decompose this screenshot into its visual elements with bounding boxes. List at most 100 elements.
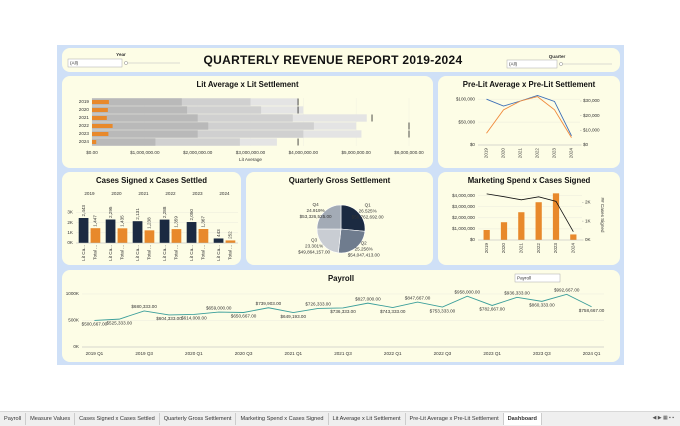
sheet-tab[interactable]: Quarterly Gross Settlement <box>160 413 237 425</box>
x-group-label: 2019 <box>84 191 95 196</box>
slice-label: Q4 <box>313 202 320 207</box>
bar <box>92 140 97 144</box>
panel-title: Payroll <box>328 274 354 283</box>
pie-slice <box>337 228 366 254</box>
y-tick-label: 0K <box>73 344 80 349</box>
bar <box>213 238 224 243</box>
x-tick-label: 2024 Q1 <box>583 351 601 356</box>
x-tick-label: Total ... <box>147 245 152 260</box>
bar <box>483 230 490 240</box>
data-label: $753,333.00 <box>430 308 456 313</box>
y-tick-label: 500K <box>68 318 80 323</box>
bar <box>535 202 542 240</box>
bar <box>90 228 101 243</box>
bar <box>78 218 89 243</box>
range-band <box>92 138 156 146</box>
bar <box>92 108 108 112</box>
data-label: 252 <box>228 231 233 239</box>
y-tick-label: $1,000,000 <box>452 226 475 231</box>
x-tick-label: 2023 Q1 <box>483 351 501 356</box>
x-tick-label: 2019 <box>484 243 489 254</box>
data-label: $827,000.00 <box>355 296 381 301</box>
filter-value: (All) <box>70 61 79 66</box>
filter-label: Quarter <box>549 54 566 59</box>
slider-handle[interactable] <box>124 61 128 65</box>
x-tick-label: Lit Ca... <box>216 245 221 261</box>
sheet-tab[interactable]: Payroll <box>0 413 27 425</box>
x-tick-label: 2019 <box>484 148 489 159</box>
data-label: 2,295 <box>108 206 113 218</box>
x-tick-label: 2021 <box>518 148 523 159</box>
slice-percent: 25.256% <box>355 246 373 251</box>
bar <box>186 222 197 243</box>
dropdown[interactable] <box>514 273 561 283</box>
bar <box>92 132 109 136</box>
line-series <box>94 293 592 321</box>
sheet-tab[interactable]: Lit Average x Lit Settlement <box>329 413 406 425</box>
x-tick-label: 2020 <box>501 148 506 159</box>
slice-label: Q3 <box>311 237 318 242</box>
sheet-tab[interactable]: Measure Values <box>26 413 76 425</box>
bar <box>225 240 236 243</box>
y2-tick-label: $10,000 <box>583 128 600 133</box>
x-tick-label: 2022 Q3 <box>434 351 452 356</box>
x-group-label: 2022 <box>165 191 176 196</box>
y-tick-label: $3,000,000 <box>452 204 475 209</box>
y-tick-label: 2019 <box>79 99 90 104</box>
data-label: $992,667.00 <box>554 288 580 293</box>
x-tick-label: Total ... <box>120 245 125 260</box>
x-axis-label: Lit Average <box>239 157 262 162</box>
bar <box>171 229 182 243</box>
x-tick-label: $5,000,000.00 <box>341 150 371 155</box>
sheet-tab[interactable]: Pre-Lit Average x Pre-Lit Settlement <box>406 413 504 425</box>
slice-percent: 24.919% <box>307 208 325 213</box>
dropdown-value: Payroll <box>517 276 531 281</box>
line-series <box>486 193 574 232</box>
x-tick-label: 2020 Q3 <box>235 351 253 356</box>
filter-box[interactable] <box>506 59 558 69</box>
x-group-label: 2021 <box>138 191 149 196</box>
x-tick-label: $2,000,000.00 <box>183 150 213 155</box>
data-label: $936,333.00 <box>504 291 530 296</box>
bar <box>105 219 116 243</box>
y-tick-label: 1000K <box>66 291 80 296</box>
data-label: 443 <box>216 229 221 237</box>
y-tick-label: $0 <box>470 237 476 242</box>
filter-label: Year <box>116 52 126 57</box>
range-band <box>92 114 198 122</box>
x-tick-label: $3,000,000.00 <box>236 150 266 155</box>
y-tick-label: 1K <box>67 230 74 235</box>
x-tick-label: 2019 Q3 <box>135 351 153 356</box>
y2-tick-label: $20,000 <box>583 113 600 118</box>
x-tick-label: 2023 <box>552 148 557 159</box>
bar <box>92 100 109 104</box>
data-label: $525,333.00 <box>107 320 133 325</box>
x-tick-label: 2022 <box>536 243 541 254</box>
y-tick-label: $0 <box>470 142 476 147</box>
data-label: $743,333.00 <box>380 309 406 314</box>
sheet-tab[interactable]: Marketing Spend x Cases Signed <box>236 413 329 425</box>
x-tick-label: $6,000,000.00 <box>394 150 424 155</box>
tab-navigation[interactable]: ◀ ▶ ▦ ▪ ▪ <box>652 415 674 421</box>
slice-label: Q2 <box>361 240 368 245</box>
x-tick-label: 2022 Q1 <box>384 351 402 356</box>
data-label: $736,333.00 <box>330 309 356 314</box>
range-band <box>92 138 240 146</box>
bar <box>132 221 143 243</box>
y-tick-label: 2020 <box>79 107 90 112</box>
filter-box[interactable] <box>67 58 123 68</box>
x-tick-label: 2023 <box>553 243 558 254</box>
x-tick-label: Lit Ca... <box>81 245 86 261</box>
slider-handle[interactable] <box>559 62 563 66</box>
data-label: $500,667.00 <box>82 322 108 327</box>
y-tick-label: 2022 <box>79 123 90 128</box>
y2-axis-label: ## Cases Signed <box>600 198 605 233</box>
bar <box>144 230 155 243</box>
sheet-tab[interactable]: Dashboard <box>503 413 542 425</box>
sheet-tab[interactable]: Cases Signed x Cases Settled <box>75 413 160 425</box>
panel <box>438 172 620 265</box>
data-label: 1,359 <box>174 216 179 228</box>
x-tick-label: 2024 <box>571 243 576 254</box>
data-label: $680,333.00 <box>131 304 157 309</box>
x-tick-label: Total ... <box>228 245 233 260</box>
